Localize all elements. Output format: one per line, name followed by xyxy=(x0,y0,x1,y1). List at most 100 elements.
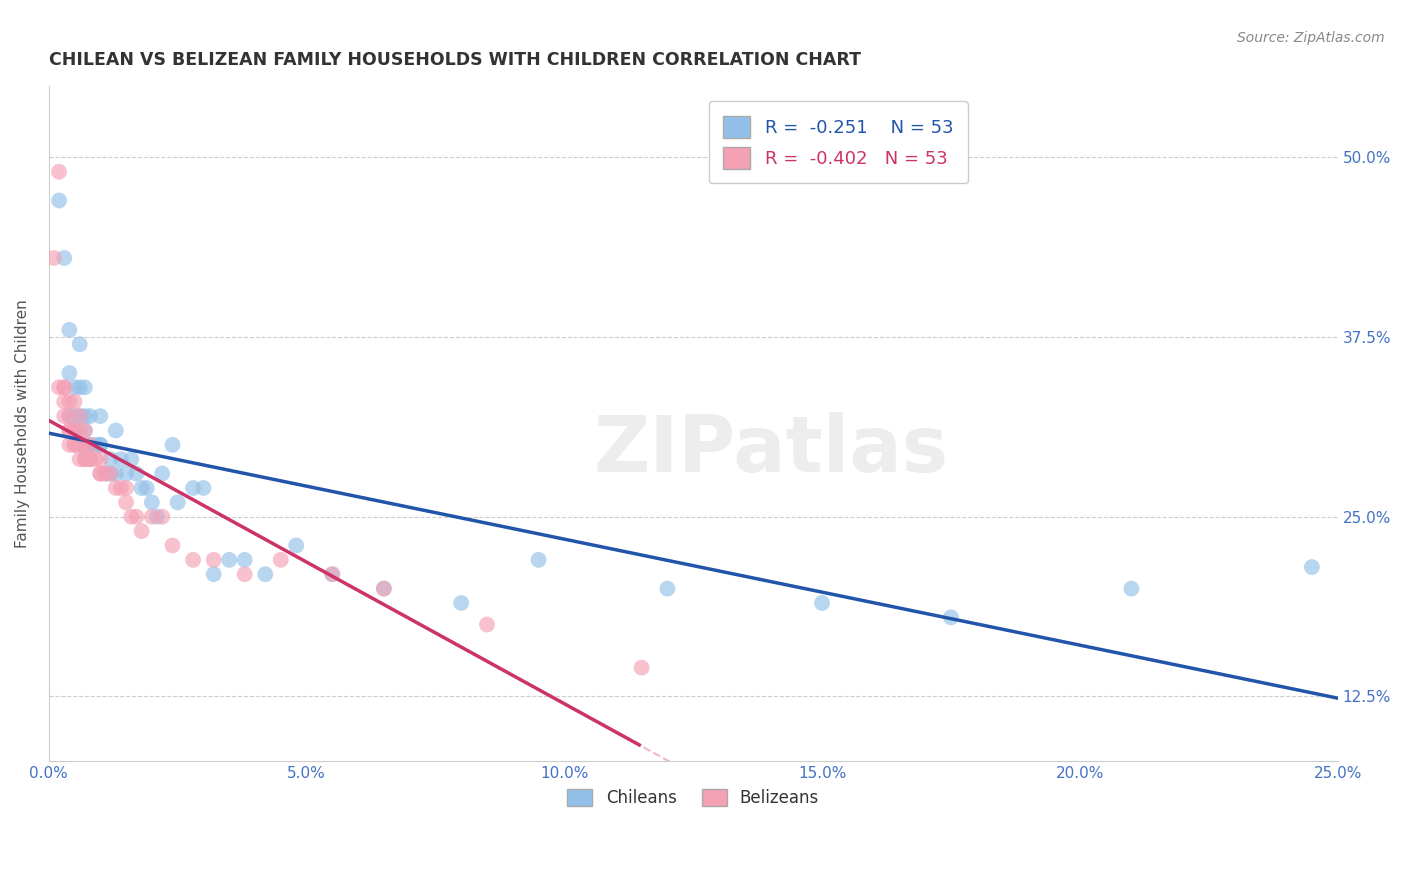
Point xyxy=(100,452,122,467)
Point xyxy=(657,582,679,596)
Point xyxy=(89,452,111,467)
Point xyxy=(58,424,80,438)
Point xyxy=(73,424,96,438)
Point xyxy=(120,509,142,524)
Point xyxy=(58,366,80,380)
Point xyxy=(94,467,117,481)
Legend: Chileans, Belizeans: Chileans, Belizeans xyxy=(561,782,825,814)
Point xyxy=(100,467,122,481)
Point xyxy=(89,438,111,452)
Point xyxy=(63,380,86,394)
Point xyxy=(53,394,76,409)
Point xyxy=(115,481,138,495)
Point xyxy=(135,481,157,495)
Point xyxy=(285,539,308,553)
Point xyxy=(125,467,148,481)
Point xyxy=(811,596,834,610)
Point xyxy=(63,438,86,452)
Point xyxy=(939,610,962,624)
Point xyxy=(104,481,127,495)
Point xyxy=(79,438,101,452)
Point xyxy=(100,467,122,481)
Point xyxy=(79,409,101,423)
Point xyxy=(58,438,80,452)
Y-axis label: Family Households with Children: Family Households with Children xyxy=(15,299,30,548)
Point xyxy=(58,323,80,337)
Point xyxy=(84,438,107,452)
Point xyxy=(630,660,652,674)
Point xyxy=(181,481,204,495)
Point xyxy=(131,481,153,495)
Point xyxy=(254,567,277,582)
Point xyxy=(69,438,91,452)
Point xyxy=(69,337,91,351)
Point xyxy=(141,495,163,509)
Point xyxy=(146,509,169,524)
Point xyxy=(58,394,80,409)
Point xyxy=(73,438,96,452)
Text: Source: ZipAtlas.com: Source: ZipAtlas.com xyxy=(1237,31,1385,45)
Point xyxy=(89,409,111,423)
Point xyxy=(73,452,96,467)
Point xyxy=(73,380,96,394)
Point xyxy=(104,467,127,481)
Point xyxy=(141,509,163,524)
Point xyxy=(89,467,111,481)
Point xyxy=(63,394,86,409)
Point xyxy=(110,481,132,495)
Point xyxy=(69,438,91,452)
Point xyxy=(73,409,96,423)
Point xyxy=(48,165,70,179)
Point xyxy=(48,380,70,394)
Point xyxy=(162,438,184,452)
Point xyxy=(1301,560,1323,574)
Point xyxy=(58,409,80,423)
Point xyxy=(79,452,101,467)
Point xyxy=(94,467,117,481)
Point xyxy=(69,424,91,438)
Text: ZIPatlas: ZIPatlas xyxy=(593,412,948,488)
Point xyxy=(53,380,76,394)
Point xyxy=(110,452,132,467)
Point xyxy=(181,553,204,567)
Point xyxy=(373,582,395,596)
Point xyxy=(69,409,91,423)
Point xyxy=(202,567,225,582)
Point xyxy=(42,251,65,265)
Point xyxy=(1121,582,1143,596)
Point xyxy=(53,380,76,394)
Point xyxy=(115,467,138,481)
Point xyxy=(104,424,127,438)
Point xyxy=(48,194,70,208)
Point xyxy=(63,424,86,438)
Point xyxy=(115,495,138,509)
Point xyxy=(84,452,107,467)
Point xyxy=(69,452,91,467)
Point xyxy=(150,467,173,481)
Point xyxy=(475,617,498,632)
Point xyxy=(79,452,101,467)
Point xyxy=(233,567,256,582)
Point xyxy=(450,596,472,610)
Point xyxy=(125,509,148,524)
Point xyxy=(73,438,96,452)
Point xyxy=(162,539,184,553)
Text: CHILEAN VS BELIZEAN FAMILY HOUSEHOLDS WITH CHILDREN CORRELATION CHART: CHILEAN VS BELIZEAN FAMILY HOUSEHOLDS WI… xyxy=(49,51,860,69)
Point xyxy=(120,452,142,467)
Point xyxy=(73,452,96,467)
Point xyxy=(166,495,188,509)
Point xyxy=(63,409,86,423)
Point xyxy=(73,424,96,438)
Point xyxy=(63,424,86,438)
Point xyxy=(527,553,550,567)
Point xyxy=(58,409,80,423)
Point xyxy=(69,409,91,423)
Point xyxy=(89,467,111,481)
Point xyxy=(150,509,173,524)
Point xyxy=(233,553,256,567)
Point xyxy=(218,553,240,567)
Point xyxy=(63,424,86,438)
Point xyxy=(193,481,215,495)
Point xyxy=(321,567,343,582)
Point xyxy=(63,438,86,452)
